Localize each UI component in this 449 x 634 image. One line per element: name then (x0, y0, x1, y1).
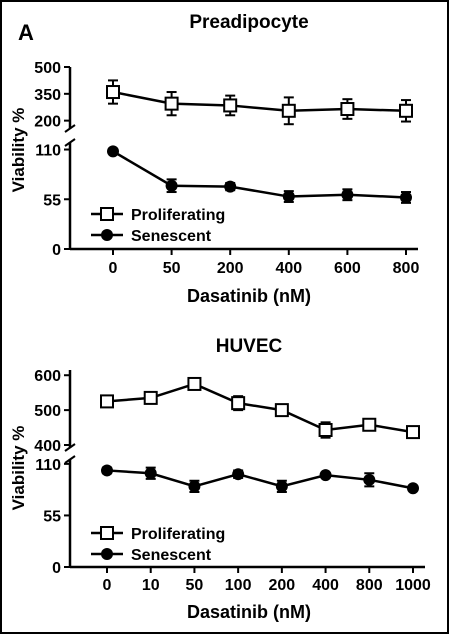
data-point-proliferating (340, 102, 355, 117)
data-point-senescent (107, 145, 119, 158)
y-tick-label: 600 (34, 368, 61, 385)
legend-label: Senescent (131, 547, 212, 564)
series-line-proliferating (106, 382, 414, 434)
data-point-proliferating (164, 96, 179, 111)
chart-huvec: HUVEC 400 500 600 0 55 110 0 10 50 100 200 400 800 100… (9, 336, 431, 622)
data-point-proliferating (406, 425, 420, 440)
x-tick-label: 10 (142, 577, 160, 594)
y-axis-break-mark (64, 443, 76, 452)
y-axis-label: Viability % (9, 426, 28, 511)
legend-label: Proliferating (131, 207, 225, 224)
data-point-senescent (275, 480, 288, 493)
data-point-proliferating (100, 394, 114, 409)
y-tick-label: 500 (34, 403, 61, 420)
chart-preadipocyte: Preadipocyte 200 350 500 0 55 110 0 50 200 400 600 8… (9, 12, 419, 306)
data-point-senescent (363, 473, 376, 486)
data-point-proliferating (231, 396, 246, 411)
chart-title: HUVEC (216, 336, 283, 357)
data-point-senescent (188, 480, 201, 493)
y-tick-label: 400 (34, 438, 61, 455)
data-point-proliferating (281, 103, 296, 118)
x-tick-label: 50 (163, 260, 181, 277)
data-point-senescent (319, 469, 332, 482)
data-point-proliferating (106, 85, 120, 100)
series-line-proliferating (112, 90, 407, 113)
x-tick-label: 400 (312, 577, 339, 594)
legend-marker-senescent (101, 548, 113, 560)
x-axis-label: Dasatinib (nM) (187, 602, 311, 622)
data-point-senescent (341, 188, 354, 201)
data-point-proliferating (318, 423, 333, 437)
x-tick-label: 400 (275, 260, 302, 277)
series-line-senescent (112, 150, 407, 199)
x-tick-label: 200 (269, 577, 296, 594)
y-tick-label: 0 (52, 560, 61, 577)
y-tick-label: 110 (35, 457, 61, 474)
data-point-proliferating (143, 390, 158, 405)
x-tick-label: 50 (186, 577, 204, 594)
y-tick-label: 0 (52, 242, 61, 259)
data-point-senescent (224, 180, 237, 193)
y-axis-break-mark (64, 138, 76, 147)
series-line-senescent (106, 469, 414, 490)
legend-marker-senescent (101, 229, 113, 241)
data-point-proliferating (274, 403, 289, 418)
x-tick-label: 800 (393, 260, 420, 277)
data-point-senescent (400, 191, 412, 204)
y-tick-label: 500 (34, 60, 61, 77)
y-tick-label: 110 (35, 143, 61, 160)
y-tick-label: 350 (34, 87, 61, 104)
x-tick-label: 0 (103, 577, 112, 594)
data-point-senescent (101, 464, 113, 477)
legend-marker-proliferating (100, 526, 114, 540)
x-tick-label: 200 (217, 260, 244, 277)
x-tick-label: 100 (225, 577, 252, 594)
y-axis-label: Viability % (9, 108, 28, 193)
y-axis-break-mark (64, 455, 76, 464)
data-point-senescent (282, 190, 295, 203)
data-point-proliferating (223, 98, 238, 113)
data-point-senescent (165, 179, 178, 192)
data-point-proliferating (362, 417, 377, 432)
x-axis-label: Dasatinib (nM) (187, 286, 311, 306)
x-tick-label: 600 (334, 260, 361, 277)
data-point-senescent (407, 482, 419, 495)
legend-label: Senescent (131, 228, 212, 245)
y-tick-label: 200 (34, 114, 61, 131)
y-axis-break-mark (64, 124, 76, 133)
data-point-senescent (144, 467, 157, 480)
x-tick-label: 0 (109, 260, 118, 277)
y-tick-label: 55 (43, 508, 61, 525)
legend-label: Proliferating (131, 526, 225, 543)
data-point-proliferating (187, 376, 202, 391)
y-tick-label: 55 (43, 192, 61, 209)
chart-title: Preadipocyte (189, 12, 308, 33)
data-point-senescent (232, 468, 245, 481)
x-tick-label: 1000 (395, 577, 431, 594)
legend-marker-proliferating (100, 207, 114, 221)
panel-letter: A (18, 20, 34, 45)
data-point-proliferating (399, 103, 413, 118)
x-tick-label: 800 (356, 577, 383, 594)
